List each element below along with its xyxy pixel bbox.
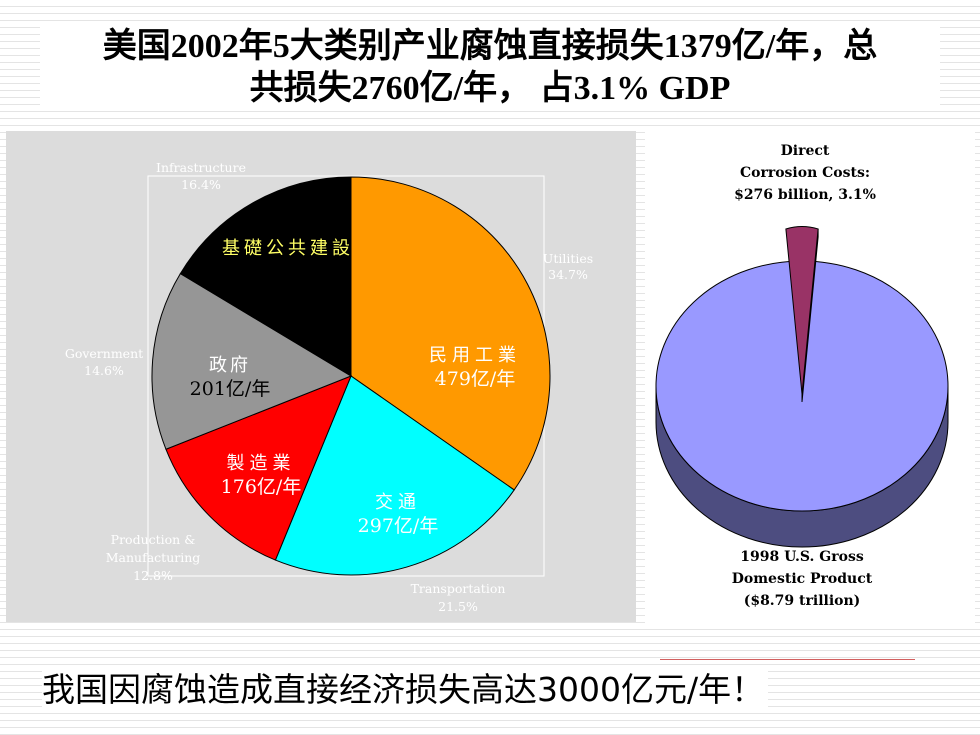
pie-slice-3 <box>151 272 353 450</box>
slice-category-label: Production & <box>111 532 196 547</box>
title-line-1: 美国2002年5大类别产业腐蚀直接损失1379亿/年，总 <box>102 28 878 65</box>
bottom-statement: 我国因腐蚀造成直接经济损失高达3000亿元/年！ <box>42 668 769 712</box>
slice-inner-value: 297亿/年 <box>358 515 439 537</box>
pie-slice-4 <box>179 176 352 377</box>
slice-percent-label: 21.5% <box>438 599 478 614</box>
slice-inner-value: 176亿/年 <box>221 476 302 498</box>
title-line-2: 共损失2760亿/年， 占3.1% GDP <box>249 70 731 107</box>
slice-inner-label: 交通 <box>375 492 421 513</box>
direct-cost-label: Corrosion Costs: <box>740 165 870 181</box>
slice-percent-label: 12.8% <box>133 568 173 583</box>
slice-inner-value: 201亿/年 <box>190 378 271 400</box>
slice-inner-label: 民用工業 <box>429 345 521 366</box>
slice-inner-label: 基礎公共建設 <box>222 238 354 259</box>
slice-inner-label: 製造業 <box>227 453 296 474</box>
slice-category-label: Government <box>65 346 143 361</box>
gdp-pie-chart: Direct Corrosion Costs: $276 billion, 3.1%… <box>645 131 975 623</box>
slice-percent-label: 16.4% <box>181 177 221 192</box>
gdp-label: 1998 U.S. Gross <box>740 549 864 565</box>
slide-title: 美国2002年5大类别产业腐蚀直接损失1379亿/年，总 共损失2760亿/年，… <box>40 26 940 110</box>
footer-divider <box>660 659 915 660</box>
gdp-label: Domestic Product <box>732 571 873 587</box>
slice-percent-label: 34.7% <box>548 267 588 282</box>
slice-inner-label: 政府 <box>209 355 251 376</box>
slice-category-label: Transportation <box>411 581 506 596</box>
direct-cost-slice <box>785 226 819 395</box>
gdp-pie-svg: Direct Corrosion Costs: $276 billion, 3.1%… <box>655 143 949 609</box>
pie-slice-1 <box>274 375 515 576</box>
direct-cost-label: Direct <box>781 143 830 159</box>
industry-pie-chart: Utilities 34.7% Transportation 21.5% Product… <box>6 131 636 622</box>
direct-cost-label: $276 billion, 3.1% <box>734 187 876 203</box>
gdp-label: ($8.79 trillion) <box>744 593 861 609</box>
pie-slice-0 <box>350 176 551 491</box>
slice-category-label: Manufacturing <box>106 550 201 565</box>
slice-percent-label: 14.6% <box>84 363 124 378</box>
slice-category-label: Infrastructure <box>156 160 246 175</box>
slice-inner-value: 479亿/年 <box>435 368 516 390</box>
pie-slice-2 <box>165 375 352 561</box>
slice-category-label: Utilities <box>543 251 593 266</box>
